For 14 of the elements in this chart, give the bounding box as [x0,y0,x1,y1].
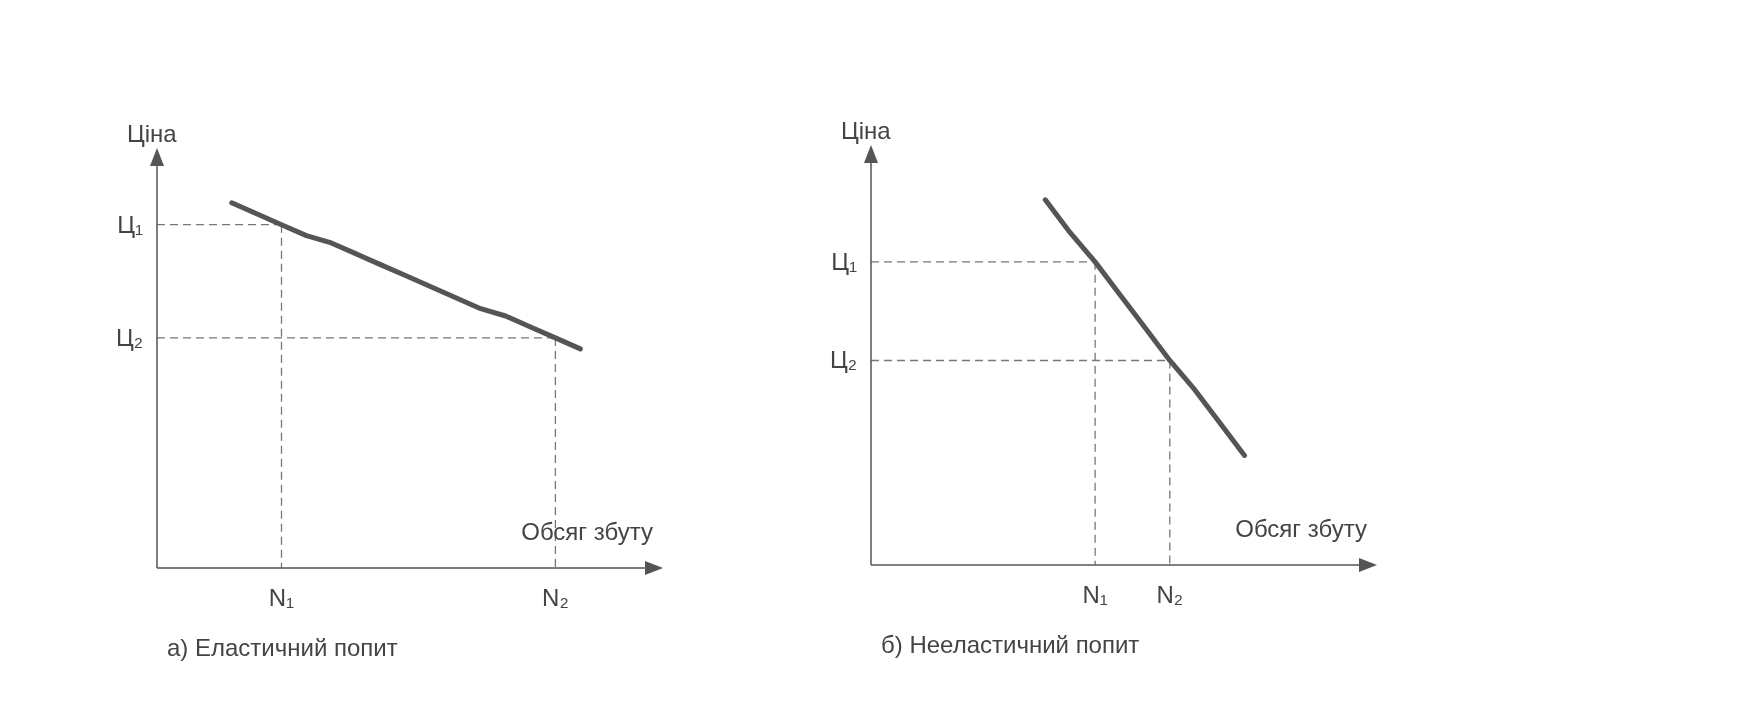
x-axis-title: Обсяг збуту [1235,515,1367,542]
y-axis-title: Ціна [841,117,892,144]
text: б) Нееластичний попит [881,631,1140,658]
ref-line-label: Ц₁ [831,247,857,275]
ref-line-label: Ц₁ [117,210,143,238]
x-tick-label: N₁ [268,584,295,611]
x-axis-title: Обсяг збуту [521,518,653,545]
x-tick-label: N₂ [1156,581,1184,608]
x-tick-label: N₁ [1082,581,1108,608]
text: а) Еластичний попит [167,634,398,661]
ref-line-label: Ц₂ [115,323,143,351]
y-axis-title: Ціна [127,120,178,147]
ref-line-label: Ц₂ [829,346,857,374]
x-tick-label: N₂ [542,584,569,611]
